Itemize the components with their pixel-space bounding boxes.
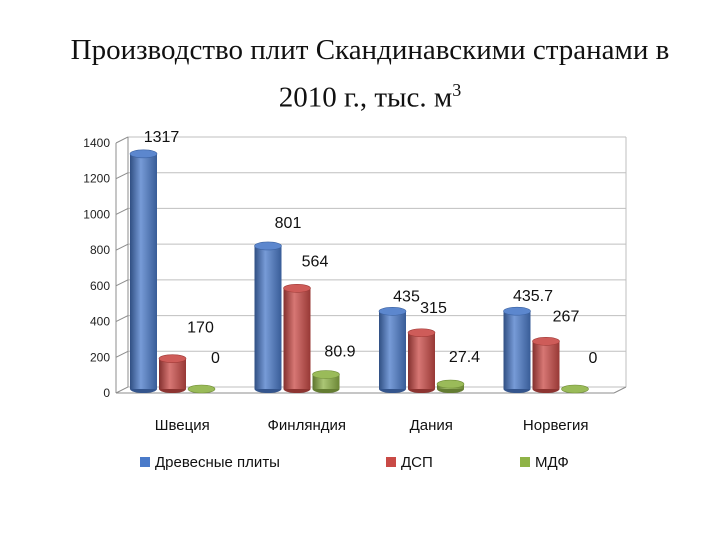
y-tick-label: 200 <box>90 350 110 364</box>
gridline-depth <box>115 315 129 323</box>
chart-title-text: Производство плит Скандинавскими странам… <box>70 34 670 114</box>
gridline-depth <box>115 279 129 287</box>
bar-top <box>532 337 560 346</box>
x-tick-label: Норвегия <box>523 417 589 434</box>
data-label: 435.7 <box>513 288 553 305</box>
y-tick-label: 1200 <box>83 172 110 186</box>
bar-top <box>436 379 465 389</box>
gridlines <box>115 136 626 394</box>
bar-body-front <box>503 311 531 389</box>
bar-top <box>187 384 216 394</box>
bar-body-front <box>408 332 435 389</box>
y-tick-label: 0 <box>103 386 110 400</box>
legend-item: МДФ <box>520 454 569 471</box>
bars <box>129 149 589 394</box>
data-label: 267 <box>553 308 580 325</box>
bar <box>312 370 340 393</box>
data-label: 170 <box>187 320 214 337</box>
gridline-depth <box>115 386 129 394</box>
bar <box>187 384 216 394</box>
legend-swatch <box>140 457 150 467</box>
bar-body-front <box>283 288 311 389</box>
data-label: 80.9 <box>324 344 355 361</box>
bar <box>503 306 531 393</box>
floor-right-edge <box>613 386 627 394</box>
bar-top <box>561 384 589 394</box>
bar-top <box>283 283 311 293</box>
y-tick-label: 1000 <box>83 207 110 221</box>
y-tick-label: 400 <box>90 315 110 329</box>
gridline-depth <box>115 243 129 251</box>
y-tick-label: 800 <box>90 243 110 257</box>
chart-title: Производство плит Скандинавскими странам… <box>60 30 680 118</box>
bar <box>532 337 560 393</box>
bar <box>436 379 465 393</box>
bar <box>254 241 282 393</box>
legend-swatch <box>520 457 530 467</box>
bar <box>129 149 158 393</box>
data-label: 27.4 <box>449 349 480 366</box>
legend-label: МДФ <box>535 454 569 471</box>
bar-top <box>312 370 340 379</box>
axes: 0 200 400 600 800 1000 1200 1400 Швеция Финляндия… <box>83 136 627 434</box>
gridline-depth <box>115 350 129 358</box>
legend-swatch <box>386 457 396 467</box>
data-label: 801 <box>275 215 302 232</box>
bar <box>407 328 436 393</box>
bar-body-front <box>532 341 560 389</box>
bar-top <box>503 306 531 316</box>
data-label: 564 <box>302 253 329 270</box>
x-tick-label: Швеция <box>155 417 210 434</box>
legend-item: Древесные плиты <box>140 454 280 471</box>
data-label: 435 <box>393 288 420 305</box>
legend-label: ДСП <box>401 454 433 471</box>
bar-body-front <box>379 311 406 389</box>
bar <box>561 384 589 394</box>
bar-top <box>158 354 187 363</box>
data-label: 0 <box>211 350 220 367</box>
x-tick-label: Дания <box>410 417 453 434</box>
data-label: 1317 <box>144 129 180 146</box>
data-label: 0 <box>589 350 598 367</box>
bar-body-front <box>254 245 282 389</box>
bar-top <box>129 149 158 159</box>
legend-item: ДСП <box>386 454 433 471</box>
bar <box>378 307 407 393</box>
bar-top <box>378 307 407 316</box>
gridline-depth <box>115 207 129 215</box>
x-tick-label: Финляндия <box>268 417 346 434</box>
legend: Древесные плиты ДСП МДФ <box>140 454 569 471</box>
y-tick-label: 600 <box>90 279 110 293</box>
bar-body-front <box>130 153 157 389</box>
legend-label: Древесные плиты <box>155 454 280 471</box>
bar <box>158 354 187 393</box>
bar <box>283 283 311 393</box>
y-tick-label: 1400 <box>83 136 110 150</box>
bar-top <box>407 328 436 338</box>
gridline-depth <box>115 136 129 144</box>
bar-top <box>254 241 282 251</box>
data-label: 315 <box>420 300 447 317</box>
gridline-depth <box>115 172 129 180</box>
bar-body-front <box>159 358 186 389</box>
chart-title-superscript: 3 <box>452 80 462 100</box>
